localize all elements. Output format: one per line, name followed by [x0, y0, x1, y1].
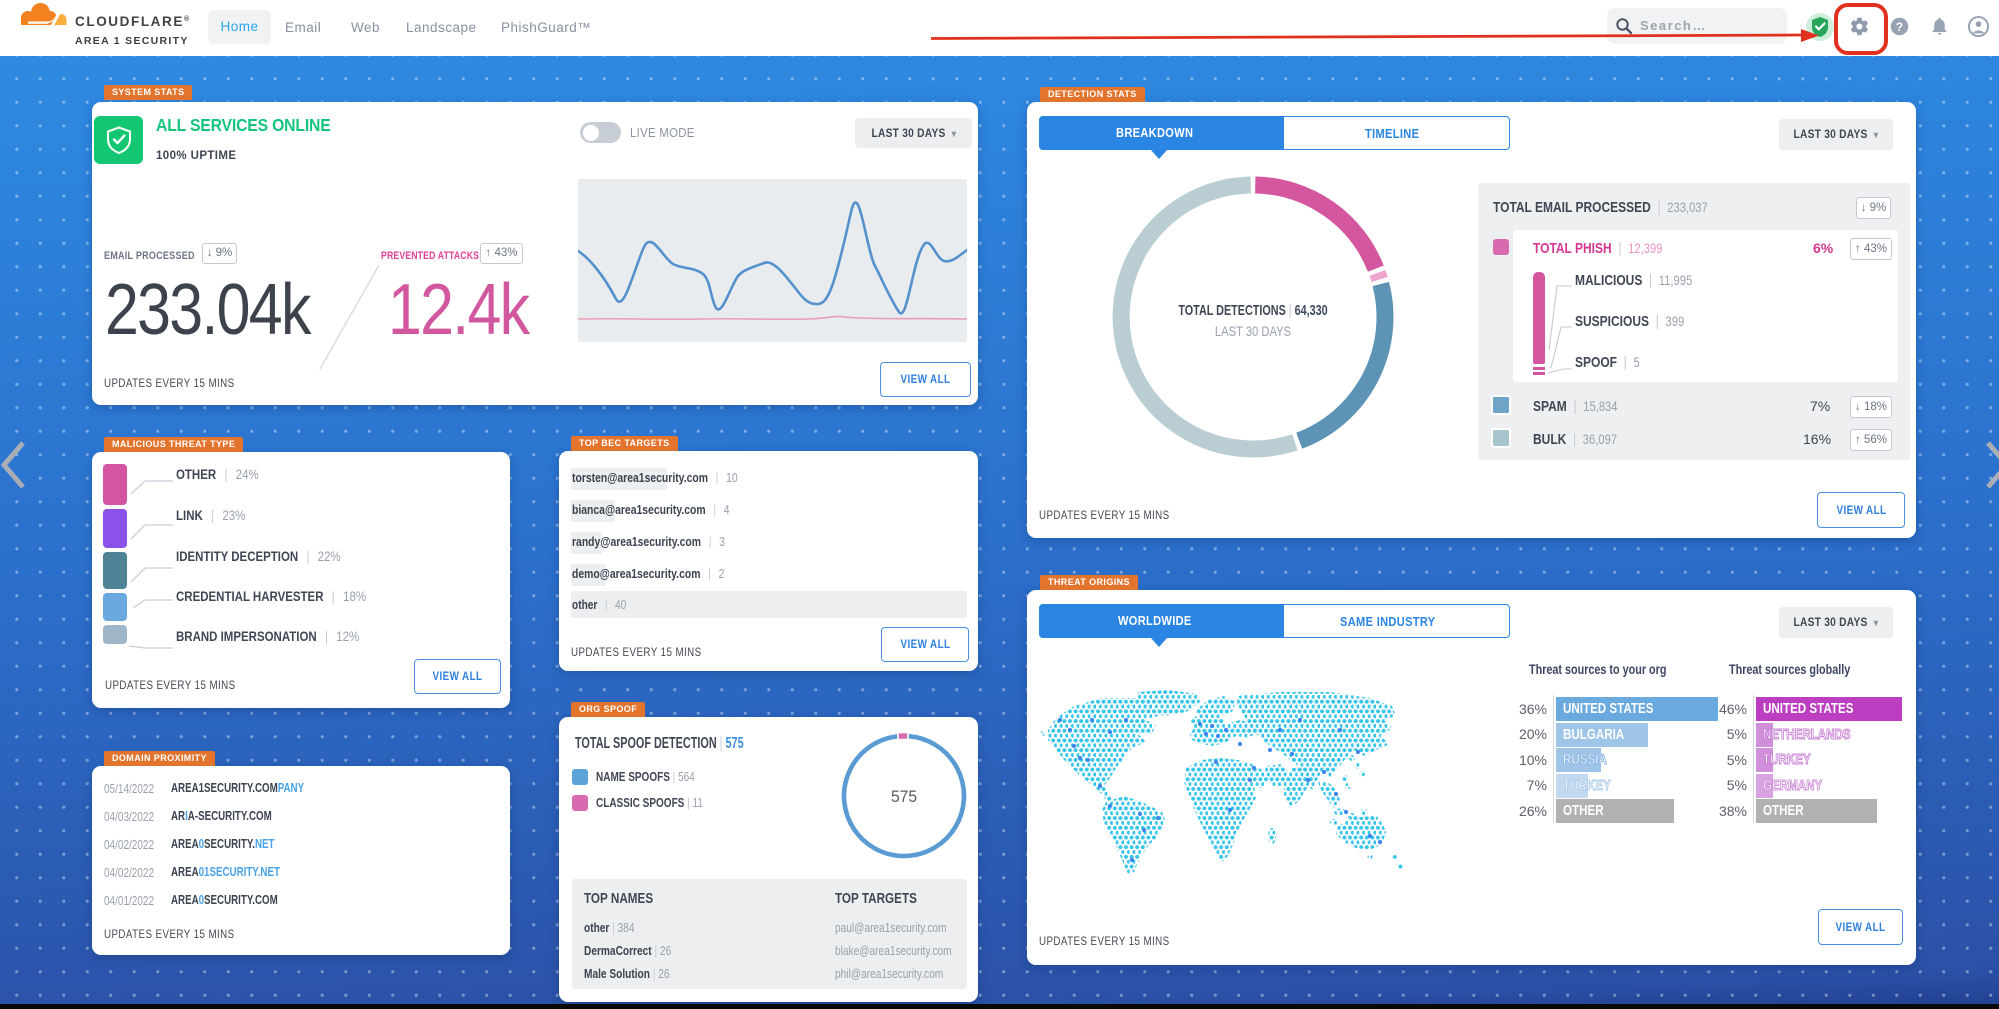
svg-text:575: 575: [891, 787, 917, 806]
svg-text:?: ?: [1896, 20, 1903, 34]
